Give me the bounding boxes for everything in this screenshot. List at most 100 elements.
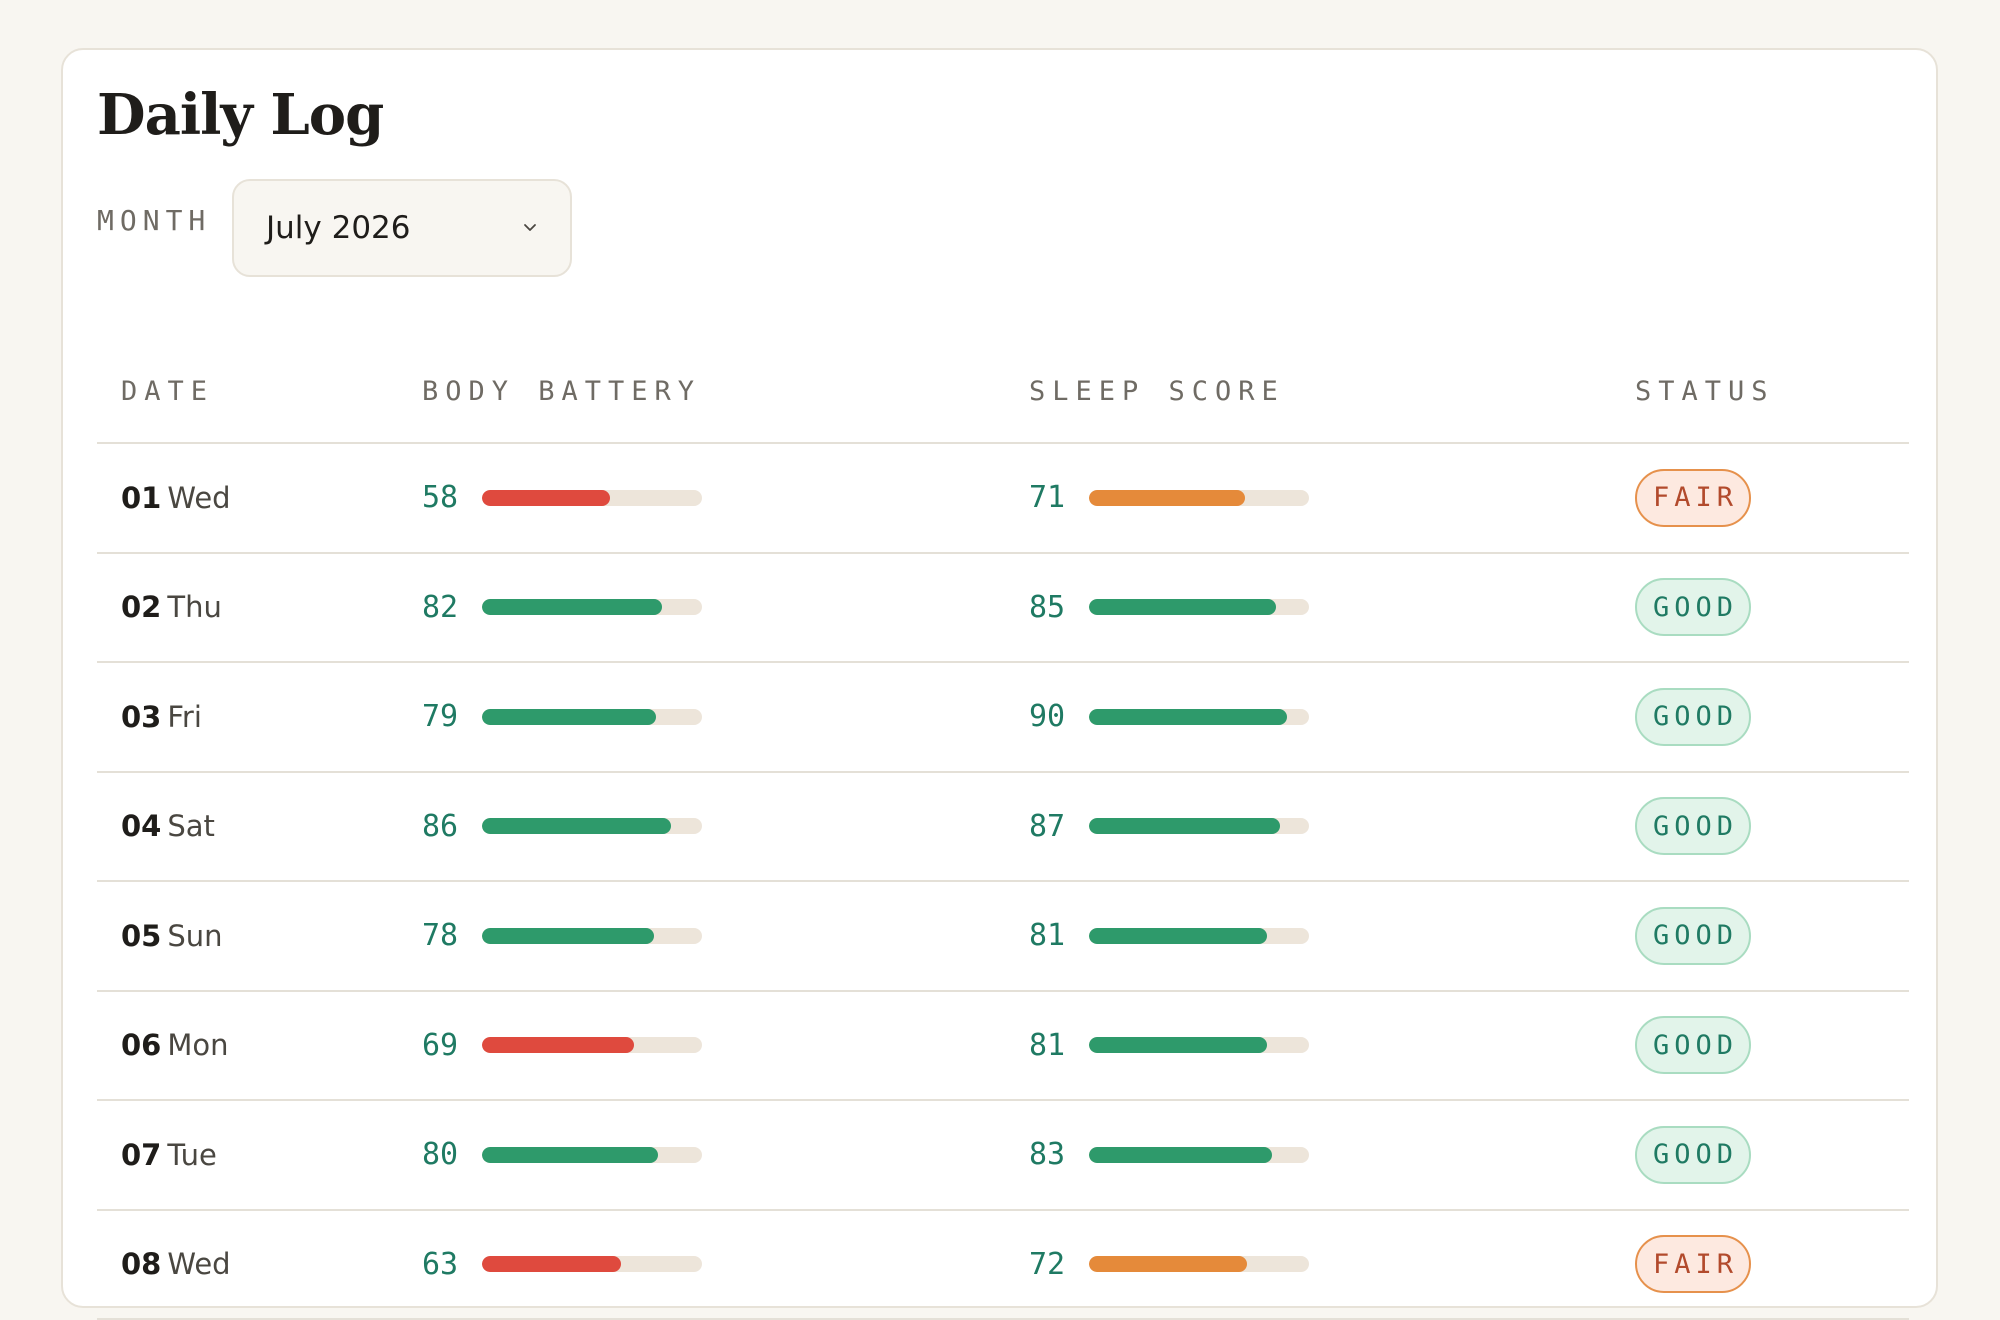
sleep-score-bar — [1089, 928, 1309, 944]
body-battery-cell: 79 — [422, 663, 702, 771]
date-weekday: Thu — [167, 590, 221, 624]
sleep-score-bar-fill — [1089, 1037, 1267, 1053]
chevron-down-icon — [520, 218, 540, 238]
date-number: 01 — [121, 481, 161, 515]
status-cell: FAIR — [1635, 444, 1751, 552]
sleep-score-value: 71 — [1029, 480, 1089, 515]
body-battery-bar-fill — [482, 599, 662, 615]
status-cell: GOOD — [1635, 1101, 1751, 1209]
header-date[interactable]: DATE — [121, 376, 214, 407]
sleep-score-bar — [1089, 1037, 1309, 1053]
date-weekday: Mon — [167, 1028, 228, 1062]
sleep-score-cell: 72 — [1029, 1211, 1309, 1319]
sleep-score-bar-fill — [1089, 709, 1287, 725]
date-number: 07 — [121, 1138, 161, 1172]
sleep-score-cell: 90 — [1029, 663, 1309, 771]
date-weekday: Sat — [167, 809, 215, 843]
body-battery-value: 79 — [422, 699, 482, 734]
date-number: 06 — [121, 1028, 161, 1062]
sleep-score-bar — [1089, 599, 1309, 615]
header-sleep-score[interactable]: SLEEP SCORE — [1029, 376, 1285, 407]
date-weekday: Wed — [167, 1247, 230, 1281]
status-badge: GOOD — [1635, 907, 1751, 965]
body-battery-cell: 82 — [422, 554, 702, 662]
body-battery-bar — [482, 599, 702, 615]
sleep-score-value: 85 — [1029, 590, 1089, 625]
body-battery-value: 58 — [422, 480, 482, 515]
page-title: Daily Log — [97, 82, 383, 148]
body-battery-value: 82 — [422, 590, 482, 625]
date-number: 03 — [121, 700, 161, 734]
body-battery-value: 80 — [422, 1137, 482, 1172]
date-weekday: Tue — [167, 1138, 217, 1172]
sleep-score-bar — [1089, 490, 1309, 506]
body-battery-bar-fill — [482, 1256, 621, 1272]
header-status[interactable]: STATUS — [1635, 376, 1775, 407]
table-header: DATE BODY BATTERY SLEEP SCORE STATUS — [97, 328, 1909, 444]
body-battery-cell: 86 — [422, 773, 702, 881]
body-battery-bar-fill — [482, 490, 610, 506]
date-weekday: Fri — [167, 700, 202, 734]
date-number: 08 — [121, 1247, 161, 1281]
body-battery-bar — [482, 709, 702, 725]
body-battery-value: 63 — [422, 1247, 482, 1282]
status-badge: FAIR — [1635, 469, 1751, 527]
body-battery-cell: 69 — [422, 992, 702, 1100]
body-battery-bar — [482, 1147, 702, 1163]
body-battery-bar — [482, 1037, 702, 1053]
month-filter-label: MONTH — [97, 204, 211, 237]
sleep-score-bar — [1089, 818, 1309, 834]
sleep-score-bar-fill — [1089, 928, 1267, 944]
body-battery-cell: 63 — [422, 1211, 702, 1319]
month-select[interactable]: July 2026 — [232, 179, 572, 277]
body-battery-value: 78 — [422, 918, 482, 953]
body-battery-bar-fill — [482, 709, 656, 725]
body-battery-value: 69 — [422, 1028, 482, 1063]
sleep-score-bar-fill — [1089, 1256, 1247, 1272]
sleep-score-cell: 87 — [1029, 773, 1309, 881]
date-number: 02 — [121, 590, 161, 624]
status-cell: GOOD — [1635, 992, 1751, 1100]
sleep-score-value: 90 — [1029, 699, 1089, 734]
body-battery-bar — [482, 490, 702, 506]
sleep-score-value: 87 — [1029, 809, 1089, 844]
date-weekday: Wed — [167, 481, 230, 515]
sleep-score-bar-fill — [1089, 818, 1280, 834]
month-select-value: July 2026 — [266, 210, 520, 246]
sleep-score-value: 72 — [1029, 1247, 1089, 1282]
sleep-score-bar-fill — [1089, 1147, 1272, 1163]
date-weekday: Sun — [167, 919, 222, 953]
body-battery-bar — [482, 1256, 702, 1272]
sleep-score-value: 83 — [1029, 1137, 1089, 1172]
body-battery-bar-fill — [482, 928, 654, 944]
status-cell: GOOD — [1635, 554, 1751, 662]
sleep-score-bar — [1089, 1256, 1309, 1272]
body-battery-bar — [482, 818, 702, 834]
sleep-score-bar-fill — [1089, 599, 1276, 615]
sleep-score-cell: 81 — [1029, 882, 1309, 990]
body-battery-cell: 78 — [422, 882, 702, 990]
sleep-score-cell: 71 — [1029, 444, 1309, 552]
sleep-score-cell: 81 — [1029, 992, 1309, 1100]
status-badge: GOOD — [1635, 1016, 1751, 1074]
status-badge: FAIR — [1635, 1235, 1751, 1293]
status-cell: GOOD — [1635, 663, 1751, 771]
header-body-battery[interactable]: BODY BATTERY — [422, 376, 701, 407]
sleep-score-cell: 83 — [1029, 1101, 1309, 1209]
daily-log-card: Daily Log MONTH July 2026 DATE BODY BATT… — [61, 48, 1938, 1308]
status-badge: GOOD — [1635, 797, 1751, 855]
